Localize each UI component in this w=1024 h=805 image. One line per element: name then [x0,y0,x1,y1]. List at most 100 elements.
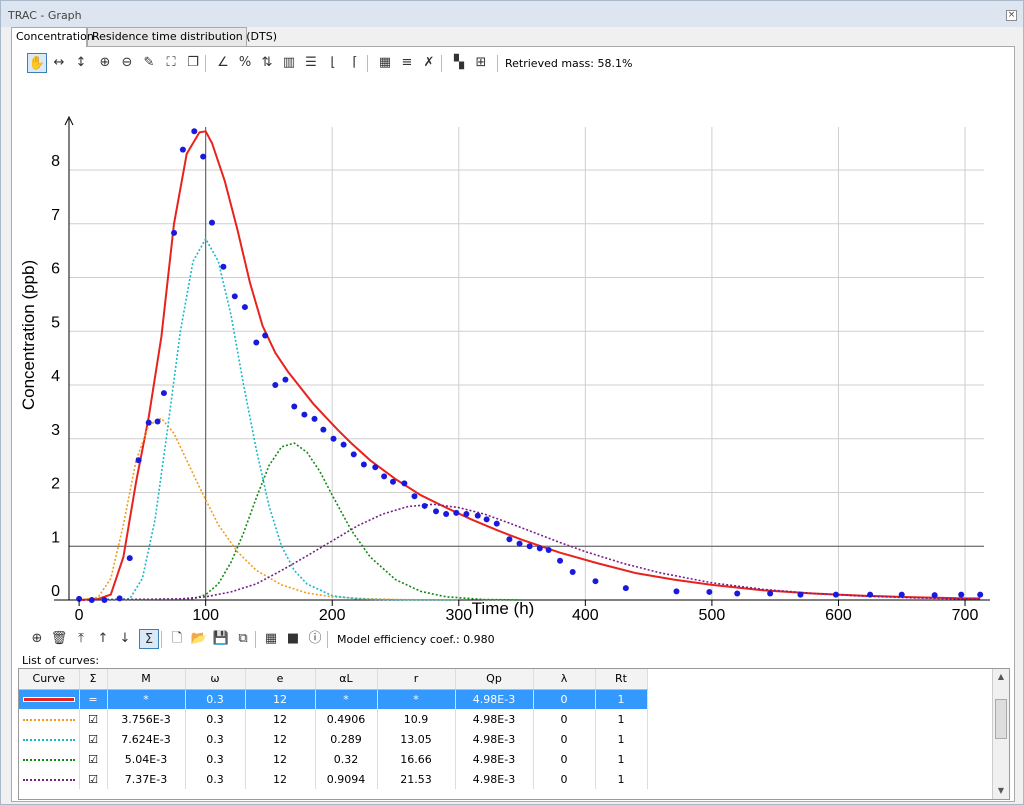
column-header[interactable]: Qp [455,669,534,690]
table-icon[interactable]: ▦ [264,631,278,646]
x-axis-icon[interactable]: ⌊ [330,55,336,70]
bars-icon[interactable]: ▥ [282,55,296,70]
move-up-icon[interactable]: ↑ [97,631,109,646]
zoom-v-icon[interactable]: ↕ [75,55,87,70]
clear-series-icon[interactable]: ✗ [423,55,435,70]
column-header[interactable]: Curve [19,669,80,690]
observed-point [291,403,298,410]
column-header[interactable]: e [245,669,316,690]
grid-cells-icon[interactable]: ▚ [454,55,464,70]
observed-point [401,480,408,487]
add-curve-icon[interactable]: ⊕ [31,631,43,646]
tab-residence-time-distribution[interactable]: Residence time distribution (DTS) [87,27,277,46]
observed-point [179,146,186,153]
sum-checkbox[interactable]: ☑ [79,709,108,729]
x-tick-label: 500 [699,607,726,624]
move-top-icon[interactable]: ⤒ [78,631,84,646]
cell-Rt: 1 [595,769,648,789]
observed-point [867,591,874,598]
sum-checkbox[interactable]: ☑ [79,729,108,749]
table-row[interactable]: = * 0.3 12 * * 4.98E-3 0 1 [19,689,648,709]
series-icon[interactable]: ≡ [401,55,413,70]
zoom-out-icon[interactable]: ⊖ [121,55,133,70]
table-row[interactable]: ☑ 5.04E-3 0.3 12 0.32 16.66 4.98E-3 0 1 [19,749,648,769]
observed-point [463,511,470,517]
y-axis-icon[interactable]: ⌈ [352,55,358,70]
fit-icon[interactable]: ⛶ [166,55,176,70]
open-folder-icon[interactable]: 📂 [190,631,208,646]
cell-w: 0.3 [185,709,246,729]
series-line-2 [79,237,459,601]
copy-icon[interactable]: ❐ [187,55,199,70]
save-icon[interactable]: 💾 [212,631,230,646]
observed-point [88,597,95,603]
pan-icon[interactable]: ✋ [27,53,47,73]
autoscale-icon[interactable]: ⇅ [261,55,273,70]
column-header[interactable]: Rt [595,669,648,690]
gridlines-icon[interactable]: ☰ [305,55,317,70]
scroll-thumb[interactable] [995,699,1007,739]
y-tick-label: 5 [51,314,60,331]
scroll-down-icon[interactable]: ▼ [997,786,1005,795]
observed-point [592,578,599,585]
eraser-icon[interactable]: ✎ [143,55,155,70]
cell-M: 7.624E-3 [107,729,186,749]
cell-Rt: 1 [595,729,648,749]
x-tick-label: 0 [75,607,84,624]
sum-checkbox[interactable]: ☑ [79,769,108,789]
column-header[interactable]: ω [185,669,246,690]
concentration-chart[interactable]: 0 100 200 300 400 500 600 700 0 1 2 3 4 5 6 7 8 Time (h)… [12,79,1012,629]
column-header[interactable]: αL [315,669,378,690]
axes-icon[interactable]: ∠ [217,55,229,70]
move-down-icon[interactable]: ↓ [119,631,131,646]
legend-table-icon[interactable]: ▦ [378,55,392,70]
y-axis-label: Concentration (ppb) [19,260,38,410]
x-tick-label: 100 [192,607,219,624]
close-icon[interactable]: × [1006,10,1017,21]
sum-checkbox[interactable]: = [79,689,108,709]
x-tick-label: 600 [825,607,852,624]
zoom-in-icon[interactable]: ⊕ [99,55,111,70]
table-row[interactable]: ☑ 7.624E-3 0.3 12 0.289 13.05 4.98E-3 0 1 [19,729,648,749]
model-efficiency-label: Model efficiency coef.: 0.980 [337,633,495,646]
tab-concentration[interactable]: Concentration [11,27,94,47]
retrieved-mass-label: Retrieved mass: 58.1% [505,57,633,70]
cell-M: 7.37E-3 [107,769,186,789]
cell-e: 12 [245,769,316,789]
new-file-icon[interactable]: 🗋 [171,631,183,646]
cell-r: 16.66 [377,749,456,769]
center-icon[interactable]: ⊞ [475,55,487,70]
observed-point [506,536,513,543]
observed-point [557,557,564,564]
cell-aL: 0.32 [315,749,378,769]
cell-l: 0 [533,729,596,749]
column-header[interactable]: M [107,669,186,690]
y-tick-label: 1 [51,529,60,546]
x-axis-label: Time (h) [472,599,535,618]
table-row[interactable]: ☑ 3.756E-3 0.3 12 0.4906 10.9 4.98E-3 0 1 [19,709,648,729]
info-icon[interactable]: ⓘ [308,631,322,646]
cell-aL: 0.289 [315,729,378,749]
cell-w: 0.3 [185,749,246,769]
save-all-icon[interactable]: ⧉ [238,631,248,646]
delete-curve-icon[interactable]: 🗑 [50,631,68,646]
sum-icon[interactable]: Σ [139,629,159,649]
series-line-1 [78,417,459,601]
column-header[interactable]: λ [533,669,596,690]
observed-point [262,332,269,339]
series-line-4 [79,503,981,601]
scroll-up-icon[interactable]: ▲ [997,672,1005,681]
list-of-curves-label: List of curves: [22,654,100,667]
percent-icon[interactable]: % [238,55,252,70]
zoom-h-icon[interactable]: ↔ [53,55,65,70]
curve-swatch-cell [19,769,80,789]
table-scrollbar[interactable]: ▲ ▼ [992,669,1009,799]
column-header[interactable]: Σ [79,669,108,690]
column-header[interactable]: r [377,669,456,690]
sum-checkbox[interactable]: ☑ [79,749,108,769]
cell-M: * [107,689,186,709]
color-map-icon[interactable]: ■ [286,631,300,646]
table-row[interactable]: ☑ 7.37E-3 0.3 12 0.9094 21.53 4.98E-3 0 1 [19,769,648,789]
curves-toolbar: Model efficiency coef.: 0.980 ⊕ 🗑 ⤒ ↑ ↓ Σ 🗋 📂 💾 ⧉… [17,629,1007,651]
